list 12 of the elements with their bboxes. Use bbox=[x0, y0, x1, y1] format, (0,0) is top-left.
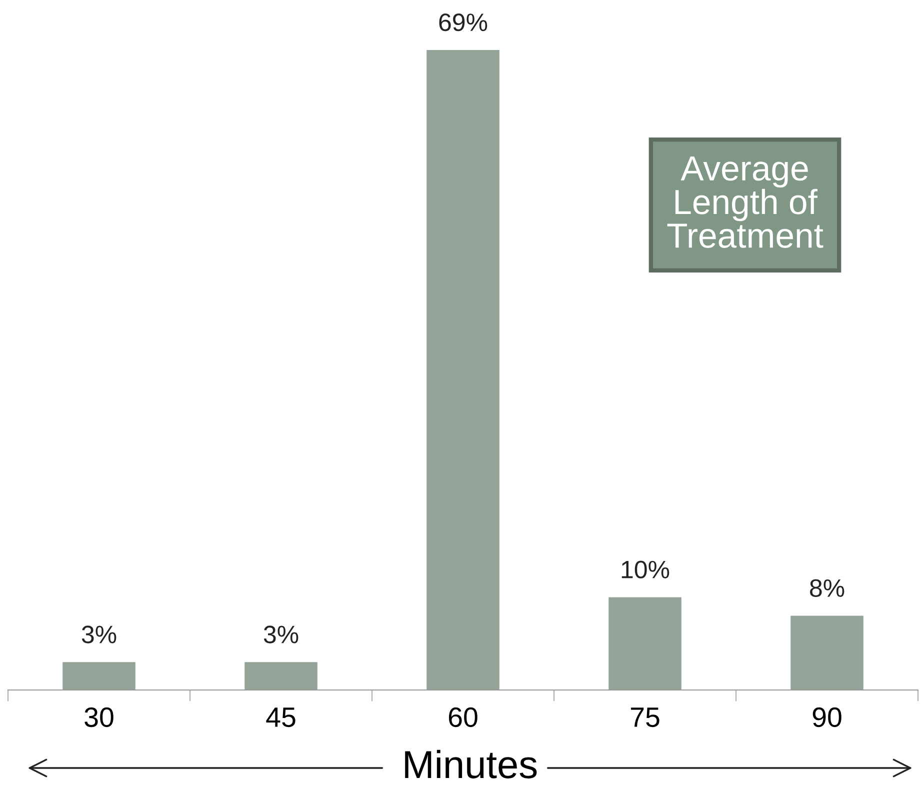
x-tick-label: 30 bbox=[84, 707, 114, 728]
x-axis-title: Minutes bbox=[405, 750, 537, 778]
data-label: 10% bbox=[622, 560, 670, 578]
data-label: 3% bbox=[264, 626, 298, 644]
data-label: 3% bbox=[82, 626, 116, 644]
x-tick-label: 60 bbox=[448, 707, 478, 728]
text: Average Length of Treatment bbox=[667, 156, 824, 248]
x-tick-label: 75 bbox=[630, 708, 660, 728]
data-label: 69% bbox=[439, 13, 488, 32]
data-label: 8% bbox=[810, 579, 844, 597]
x-tick-label: 45 bbox=[266, 708, 296, 728]
x-tick-label: 90 bbox=[812, 707, 842, 728]
